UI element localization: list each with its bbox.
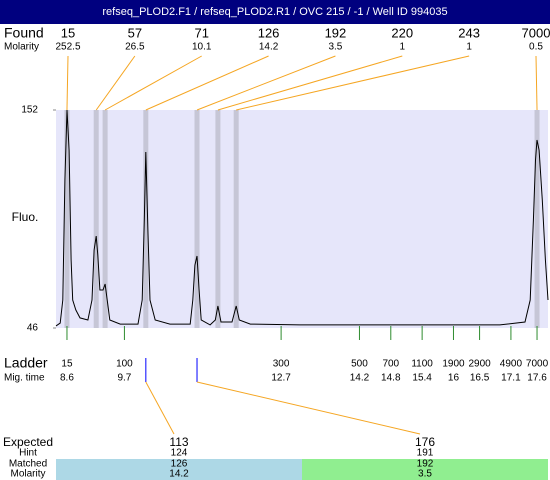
table-row-label: Matched (9, 459, 47, 470)
y-tick-label: 46 (27, 323, 39, 334)
peak-band (102, 110, 108, 328)
trace (55, 109, 549, 327)
ladder-time: 17.1 (501, 373, 521, 384)
ladder-time: 14.8 (381, 373, 401, 384)
found-molarity: 14.2 (259, 42, 279, 53)
peak-band (534, 110, 540, 328)
peak-band (233, 110, 239, 328)
table-hint: 124 (171, 448, 188, 459)
table-band (302, 459, 548, 480)
peak-connector (95, 55, 136, 111)
ladder-size: 15 (61, 359, 73, 370)
found-molarity: 26.5 (125, 42, 145, 53)
found-label: Found (4, 25, 44, 41)
found-molarity: 1 (466, 42, 472, 53)
table-expected: 113 (169, 435, 188, 449)
header-title: refseq_PLOD2.F1 / refseq_PLOD2.R1 / OVC … (102, 6, 447, 18)
table-band (56, 459, 302, 480)
found-molarity: 252.5 (55, 42, 80, 53)
ladder-size: 300 (273, 359, 290, 370)
ladder-time: 12.7 (271, 373, 291, 384)
peak-band (64, 110, 70, 328)
table-row-label: Hint (19, 448, 37, 459)
ladder-size: 2900 (468, 359, 491, 370)
ladder-label: Ladder (4, 355, 48, 371)
y-label: Fluo. (12, 210, 39, 224)
found-size: 57 (128, 25, 142, 40)
table-hint: 191 (417, 448, 434, 459)
table-molarity: 3.5 (418, 469, 432, 480)
ladder-size: 100 (116, 359, 133, 370)
peak-connector (535, 55, 538, 111)
peak-connector (145, 55, 269, 111)
table-row-label: Molarity (10, 469, 45, 480)
mig-time-label: Mig. time (4, 373, 45, 384)
ladder-time: 17.6 (527, 373, 547, 384)
found-size: 15 (61, 25, 75, 40)
peak-connector (66, 55, 69, 111)
peak-band (194, 110, 200, 328)
y-tick-label: 152 (21, 105, 38, 116)
ladder-time: 14.2 (350, 373, 370, 384)
ladder-size: 700 (382, 359, 399, 370)
ladder-time: 16.5 (470, 373, 490, 384)
peak-band (93, 110, 99, 328)
peak-band (215, 110, 221, 328)
found-size: 220 (391, 25, 413, 40)
found-molarity: 3.5 (328, 42, 342, 53)
table-matched: 192 (417, 459, 434, 470)
found-size: 126 (258, 25, 280, 40)
ladder-size: 4900 (500, 359, 523, 370)
molarity-label: Molarity (4, 42, 39, 53)
found-size: 192 (325, 25, 347, 40)
table-molarity: 14.2 (169, 469, 189, 480)
peak-connector (104, 55, 202, 111)
ladder-size: 7000 (526, 359, 549, 370)
found-size: 71 (194, 25, 208, 40)
peak-band (143, 110, 149, 328)
peak-connector (236, 55, 470, 111)
peak-connector (217, 55, 403, 111)
peak-connector (196, 55, 336, 111)
ladder-time: 8.6 (60, 373, 74, 384)
table-matched: 126 (171, 459, 188, 470)
expected-connector (145, 381, 175, 435)
found-molarity: 10.1 (192, 42, 212, 53)
table-row-label: Expected (3, 435, 53, 449)
found-molarity: 1 (400, 42, 406, 53)
ladder-time: 15.4 (412, 373, 432, 384)
plot-area (56, 110, 548, 328)
header-bar (0, 0, 550, 24)
found-size: 7000 (522, 25, 550, 40)
table-expected: 176 (415, 435, 435, 449)
ladder-size: 500 (351, 359, 368, 370)
ladder-time: 9.7 (117, 373, 131, 384)
found-molarity: 0.5 (529, 42, 543, 53)
found-size: 243 (458, 25, 480, 40)
ladder-time: 16 (448, 373, 460, 384)
ladder-size: 1100 (411, 359, 433, 370)
expected-connector (196, 381, 421, 435)
ladder-size: 1900 (442, 359, 465, 370)
